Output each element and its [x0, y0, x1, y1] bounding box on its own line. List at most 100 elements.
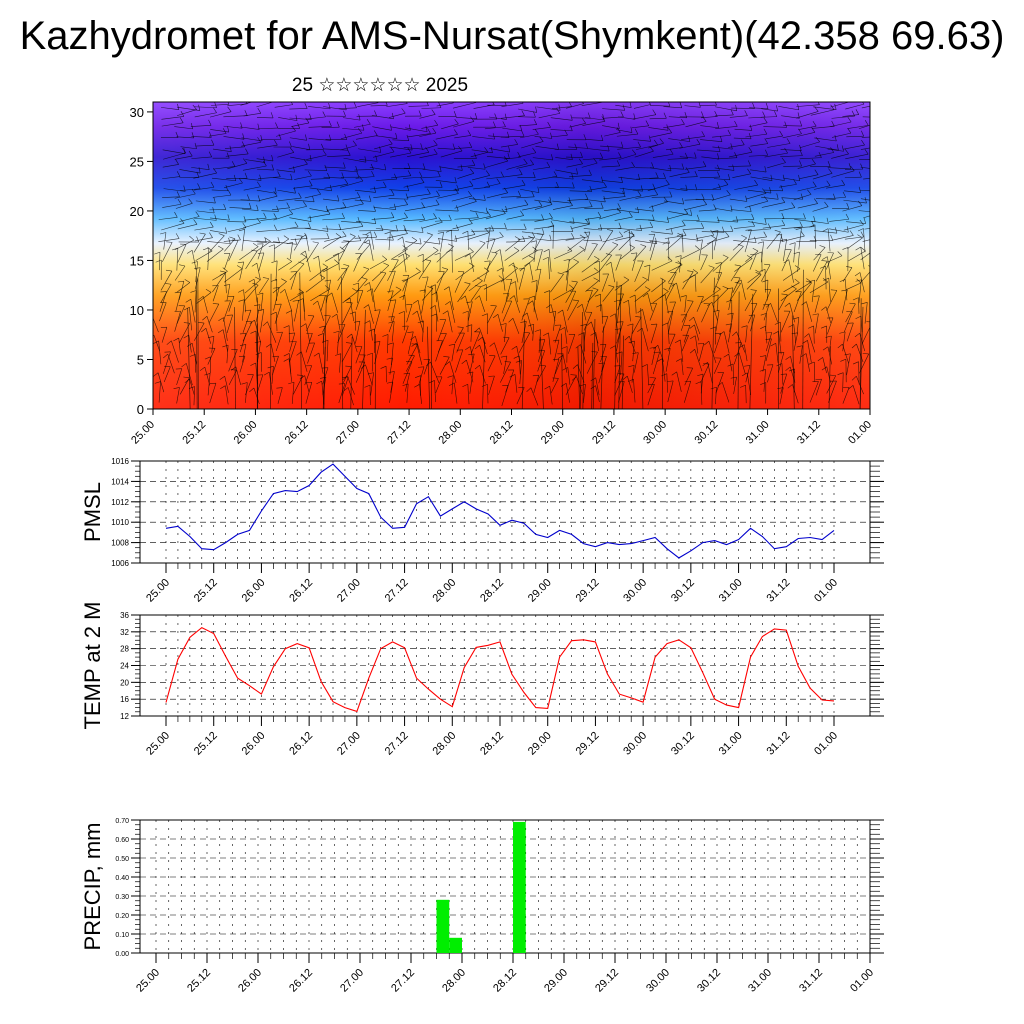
wind-barb-flag [855, 109, 860, 115]
wind-barb-flag [601, 176, 604, 183]
wind-barb-flag [165, 283, 172, 285]
wind-barb [700, 381, 703, 405]
wind-barb-flag [503, 156, 509, 162]
y-axis-label: PMSL [80, 482, 105, 542]
wind-barb [350, 336, 353, 409]
wind-barb [526, 312, 534, 335]
wind-barb-flag [332, 253, 339, 257]
wind-barb-flag [474, 344, 480, 350]
wind-barb-flag [805, 280, 812, 284]
wind-barb [648, 142, 664, 149]
wind-barb [569, 206, 593, 210]
wind-barb-flag [422, 276, 429, 278]
wind-barb-flag [763, 128, 768, 135]
wind-barb-flag [384, 164, 387, 171]
wind-barb-flag [173, 337, 179, 342]
wind-barb [778, 331, 782, 355]
wind-barb-flag [443, 356, 450, 358]
wind-barb [845, 303, 856, 323]
wind-barb-flag [556, 108, 561, 114]
wind-barb-flag [511, 345, 517, 350]
wind-barb [831, 153, 849, 159]
wind-barb-flag [717, 145, 721, 152]
wind-barb [322, 367, 329, 385]
wind-barb [190, 299, 196, 323]
wind-barb-flag [366, 119, 371, 125]
wind-barb [434, 219, 452, 222]
wind-barb-flag [734, 277, 741, 279]
wind-barb-flag [730, 376, 737, 379]
wind-barb-flag [343, 162, 346, 169]
wind-barb [529, 262, 534, 281]
wind-barb [663, 123, 685, 129]
wind-barb [566, 163, 583, 168]
wind-barb [552, 176, 574, 180]
wind-barb-flag [241, 141, 246, 147]
wind-barb-flag [609, 313, 616, 317]
wind-barb [764, 152, 788, 158]
wind-barb [780, 373, 788, 394]
wind-barb-flag [243, 216, 247, 223]
wind-barb-flag [746, 255, 753, 259]
wind-barb [723, 331, 730, 354]
wind-barb [534, 204, 553, 210]
y-tick-label: 0.60 [115, 837, 129, 844]
wind-barb-flag [814, 106, 819, 112]
wind-barb-flag [622, 191, 626, 197]
wind-barb-flag [671, 282, 677, 287]
wind-barb [289, 117, 312, 120]
wind-barb [780, 311, 791, 333]
wind-barb-flag [305, 134, 307, 141]
wind-barb-flag [481, 383, 488, 387]
wind-barb-flag [617, 203, 621, 209]
wind-barb-flag [844, 353, 851, 356]
wind-barb [793, 332, 798, 351]
wind-barb [187, 307, 191, 409]
wind-barb [843, 190, 861, 193]
wind-barb-flag [352, 288, 358, 292]
wind-barb [161, 122, 184, 127]
wind-barb [501, 293, 510, 314]
wind-barb-flag [352, 140, 357, 146]
wind-barb-flag [237, 261, 244, 264]
wind-barb [598, 255, 612, 273]
wind-barb [814, 137, 837, 142]
wind-barb [744, 290, 757, 312]
wind-barb [505, 279, 513, 300]
wind-barb-flag [814, 169, 819, 175]
wind-barb [701, 238, 717, 250]
wind-barb [418, 366, 425, 386]
wind-barb [535, 238, 552, 241]
wind-barb-flag [398, 311, 405, 314]
wind-barb-flag [319, 325, 326, 328]
wind-barb [502, 184, 526, 190]
wind-barb-flag [794, 278, 800, 283]
wind-barb-flag [334, 259, 340, 264]
x-tick-label: 27.12 [383, 577, 411, 605]
wind-barb-flag [184, 378, 190, 384]
wind-barb [290, 271, 298, 290]
wind-barb-flag [414, 384, 420, 388]
wind-barb-flag [305, 117, 310, 124]
wind-barb [648, 219, 669, 223]
wind-barb [762, 289, 772, 310]
wind-barb-flag [505, 278, 512, 281]
wind-barb [421, 221, 443, 229]
wind-barb-flag [680, 295, 687, 298]
wind-barb-flag [212, 303, 219, 305]
wind-barb-flag [781, 212, 785, 219]
wind-barb [472, 270, 490, 282]
wind-barb-flag [712, 230, 719, 232]
wind-barb-flag [385, 102, 388, 106]
wind-barb-flag [617, 122, 620, 129]
wind-barb-flag [520, 210, 524, 216]
wind-barb [375, 228, 398, 232]
wind-barb [260, 218, 277, 221]
wind-barb [389, 230, 407, 232]
wind-barb-flag [474, 327, 480, 333]
wind-barb [419, 384, 422, 404]
wind-barb [696, 234, 714, 239]
wind-barb-flag [496, 267, 503, 272]
wind-barb [780, 149, 802, 152]
